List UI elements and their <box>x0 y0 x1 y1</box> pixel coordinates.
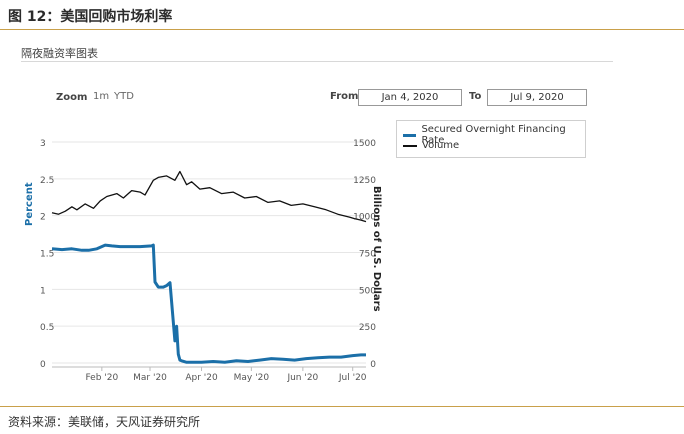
bottom-divider <box>0 406 684 407</box>
source-note: 资料来源：美联储，天风证券研究所 <box>8 415 201 429</box>
y2-tick-label: 750 <box>359 250 376 260</box>
zoom-label: Zoom <box>56 92 88 103</box>
y2-tick-label: 1500 <box>353 139 376 149</box>
from-date-input[interactable] <box>358 89 462 106</box>
y-tick-label: 2 <box>40 213 46 223</box>
y-tick-label: 1.5 <box>40 250 54 260</box>
y2-tick-label: 1000 <box>353 213 376 223</box>
y-tick-label: 2.5 <box>40 176 54 186</box>
y-tick-label: 1 <box>40 286 46 296</box>
zoom-1m-button[interactable]: 1m <box>93 91 110 102</box>
y2-tick-label: 500 <box>359 286 376 296</box>
y2-axis-label: Billions of U.S. Dollars <box>371 186 382 312</box>
figure-title: 图 12：美国回购市场利率 <box>8 9 173 25</box>
series-line-rate <box>51 243 366 364</box>
y-tick-label: 3 <box>40 139 46 149</box>
x-tick-label: Apr '20 <box>185 373 218 383</box>
legend-swatch-volume <box>403 144 417 147</box>
to-date-input[interactable] <box>487 89 587 106</box>
top-divider <box>0 29 684 30</box>
y-tick-label: 0 <box>40 360 46 370</box>
subtitle-divider <box>21 61 613 62</box>
x-tick-label: May '20 <box>234 373 270 383</box>
x-tick-label: Jul '20 <box>338 373 367 383</box>
y2-tick-label: 1250 <box>353 176 376 186</box>
x-tick-label: Jun '20 <box>286 373 318 383</box>
legend-label-volume: Volume <box>422 140 460 151</box>
series-line-volume <box>51 170 367 223</box>
y-axis-label: Percent <box>24 182 35 226</box>
chart-legend: Secured Overnight Financing Rate Volume <box>396 120 586 158</box>
y2-tick-label: 250 <box>359 323 376 333</box>
y2-tick-label: 0 <box>370 360 376 370</box>
chart-subtitle: 隔夜融资率图表 <box>21 47 98 60</box>
x-tick-label: Mar '20 <box>133 373 167 383</box>
y-tick-label: 0.5 <box>40 323 54 333</box>
to-label: To <box>469 91 482 102</box>
zoom-ytd-button[interactable]: YTD <box>114 91 134 102</box>
legend-item-volume[interactable]: Volume <box>403 140 459 151</box>
legend-swatch-rate <box>403 133 417 137</box>
legend-item-rate[interactable]: Secured Overnight Financing Rate <box>403 124 585 146</box>
x-tick-label: Feb '20 <box>85 373 118 383</box>
legend-label-rate: Secured Overnight Financing Rate <box>421 124 566 146</box>
from-label: From <box>330 91 359 102</box>
